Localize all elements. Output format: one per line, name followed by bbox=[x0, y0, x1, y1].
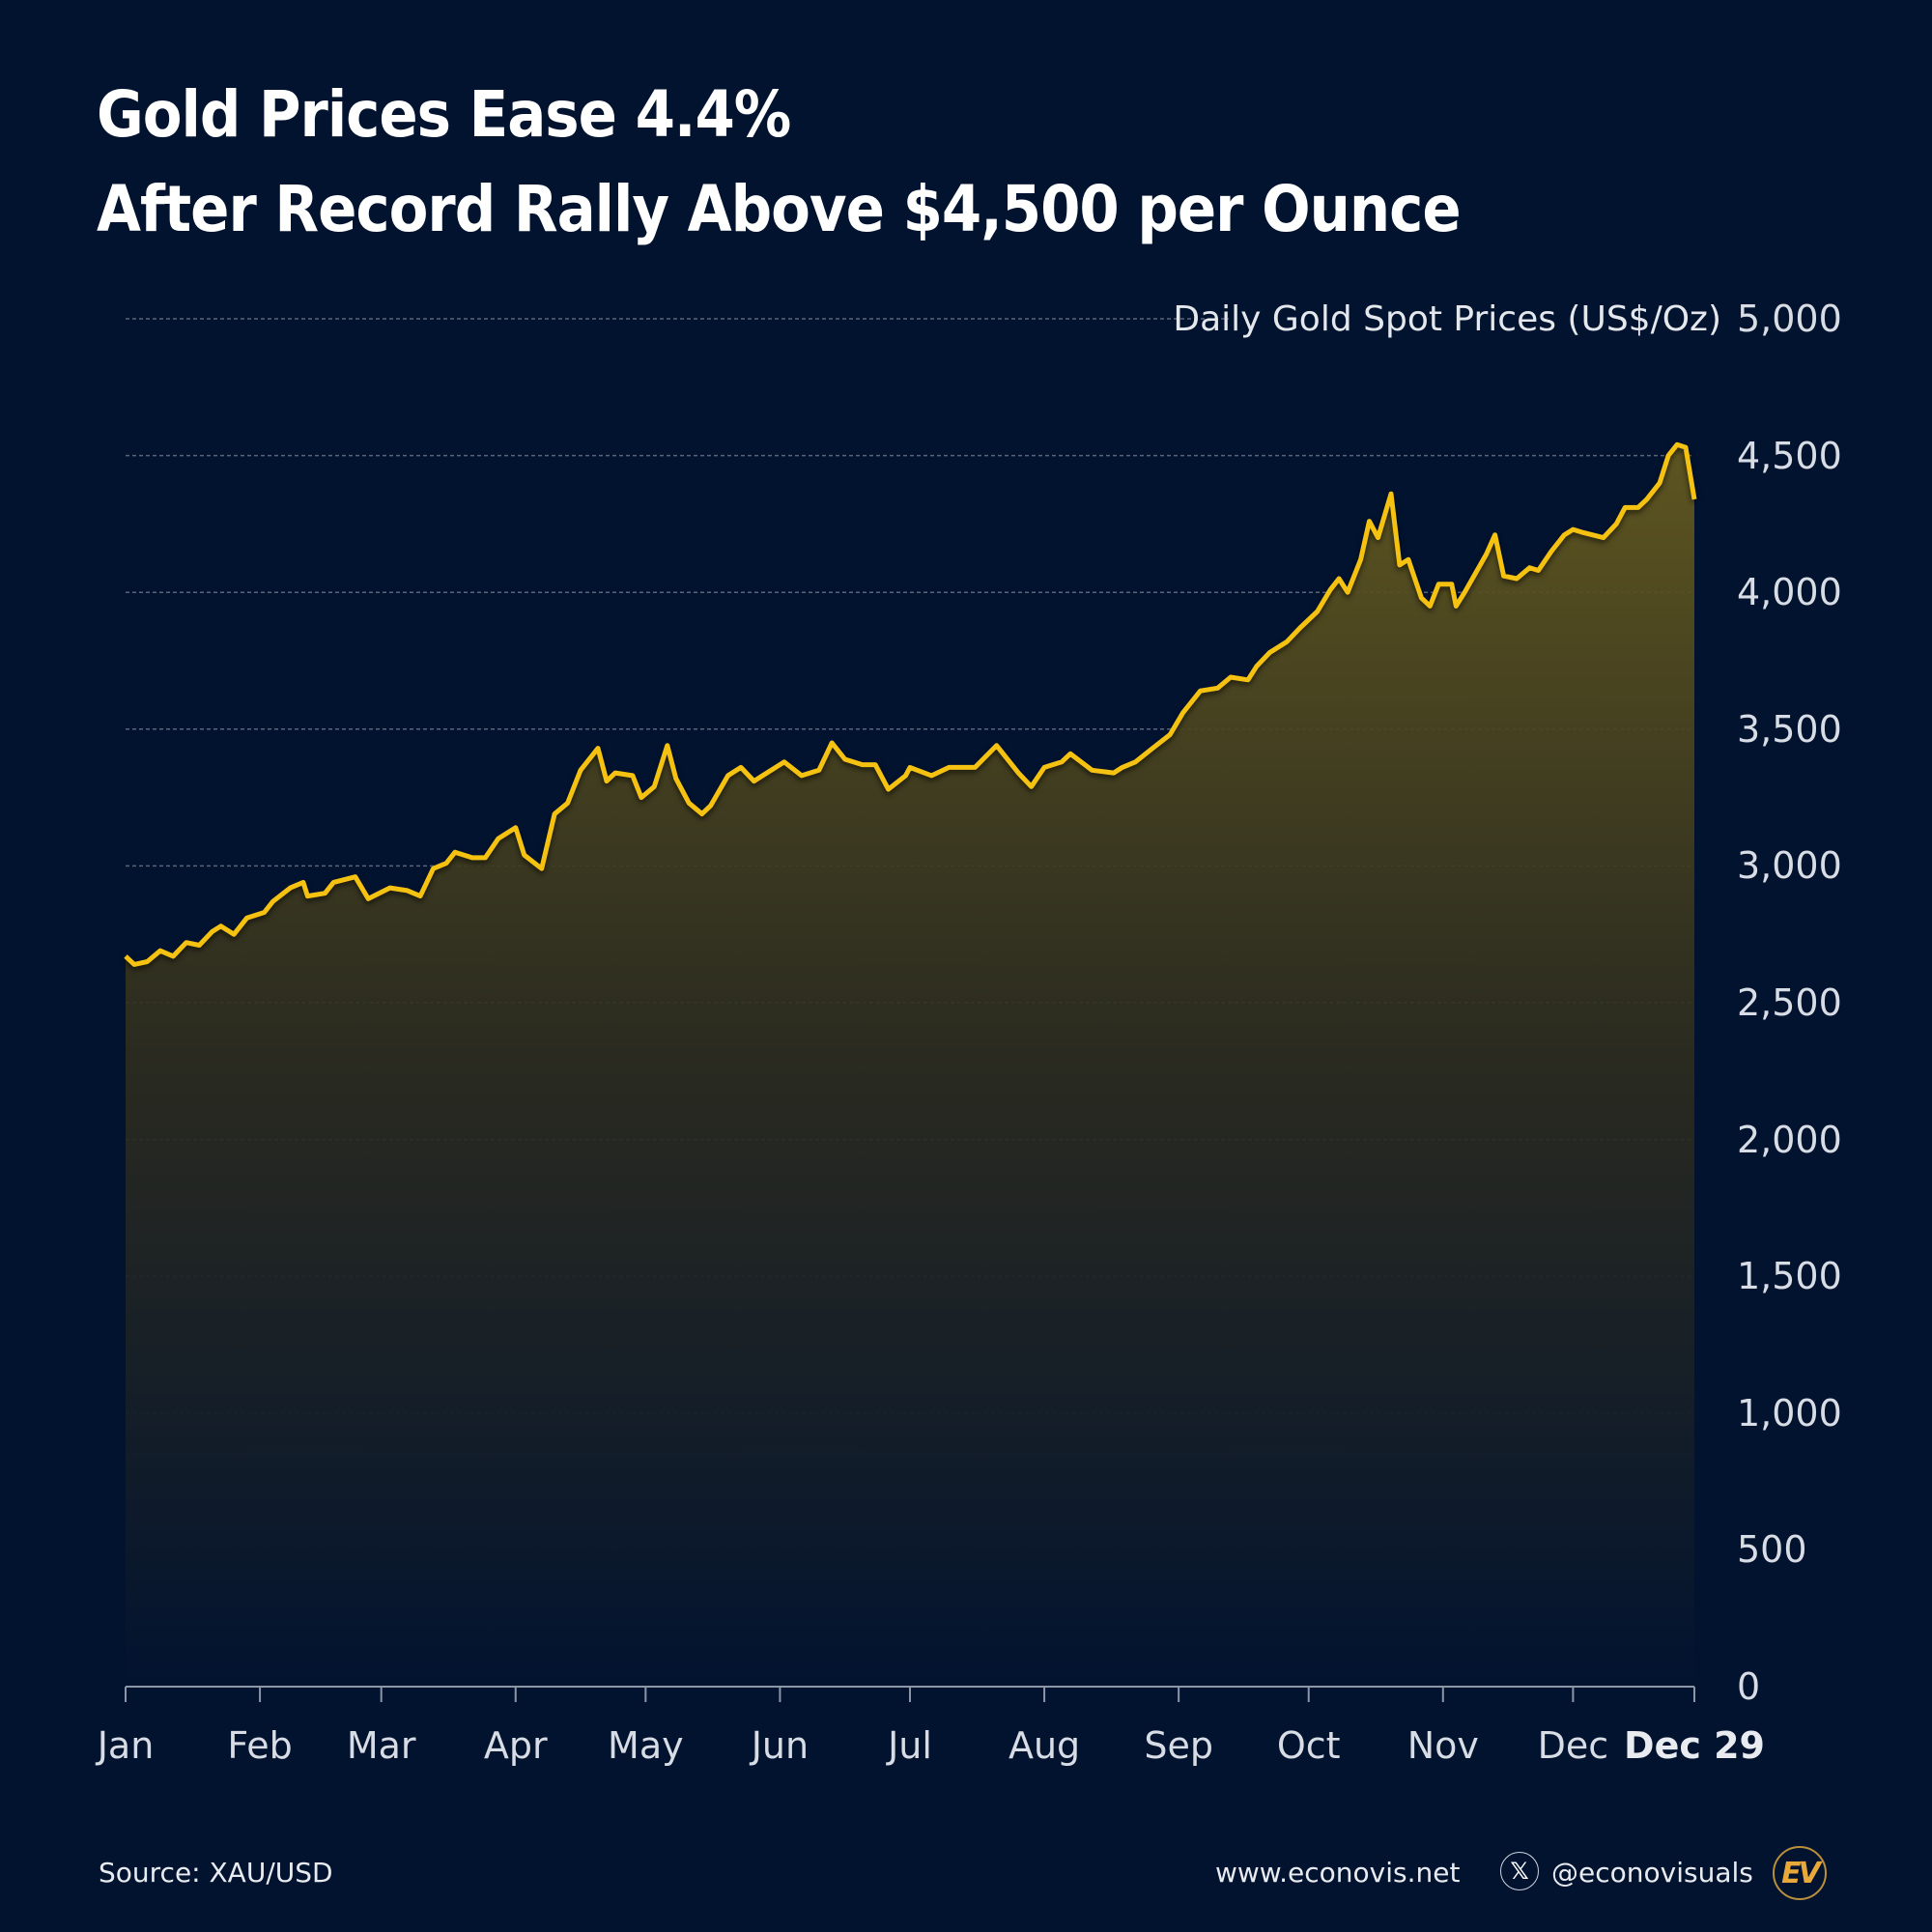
x-tick-label: Jan bbox=[97, 1724, 155, 1767]
y-tick-label: 2,000 bbox=[1737, 1118, 1842, 1161]
econovis-logo: EV bbox=[1773, 1846, 1827, 1900]
website-link[interactable]: www.econovis.net bbox=[1215, 1857, 1461, 1889]
y-tick-label: 4,000 bbox=[1737, 571, 1842, 614]
x-axis bbox=[125, 1686, 1695, 1702]
x-logo-icon: 𝕏 bbox=[1500, 1852, 1539, 1890]
y-axis-title: Daily Gold Spot Prices (US$/Oz) bbox=[1173, 299, 1721, 339]
x-tick-label: Jul bbox=[888, 1724, 932, 1767]
y-tick-label: 1,500 bbox=[1737, 1255, 1842, 1298]
x-tick-label: Mar bbox=[346, 1724, 416, 1767]
y-tick-label: 3,500 bbox=[1737, 707, 1842, 751]
social-handle[interactable]: @econovisuals bbox=[1551, 1857, 1753, 1889]
source-note: Source: XAU/USD bbox=[99, 1857, 333, 1889]
x-tick-label: Apr bbox=[483, 1724, 548, 1767]
y-tick-label: 5,000 bbox=[1737, 298, 1842, 340]
y-tick-label: 3,000 bbox=[1737, 844, 1842, 888]
y-tick-label: 1,000 bbox=[1737, 1391, 1842, 1435]
x-tick-label: Sep bbox=[1144, 1724, 1213, 1767]
x-tick-label: Aug bbox=[1008, 1724, 1081, 1767]
chart-title-line-2: After Record Rally Above $4,500 per Ounc… bbox=[97, 172, 1462, 246]
price-line bbox=[124, 441, 1697, 967]
price-area-fill bbox=[126, 444, 1694, 1687]
x-tick-label: Jun bbox=[751, 1724, 810, 1767]
y-tick-label: 500 bbox=[1737, 1528, 1807, 1572]
y-tick-label: 2,500 bbox=[1737, 981, 1842, 1024]
y-tick-label: 4,500 bbox=[1737, 434, 1842, 477]
x-tick-label: Oct bbox=[1276, 1724, 1341, 1767]
x-tick-label: Feb bbox=[227, 1724, 293, 1767]
y-tick-label: 0 bbox=[1737, 1665, 1761, 1708]
x-tick-label: Nov bbox=[1406, 1724, 1479, 1767]
chart-title-line-1: Gold Prices Ease 4.4% bbox=[97, 77, 791, 152]
x-tick-label: Dec 29 bbox=[1624, 1724, 1765, 1767]
x-tick-label: Dec bbox=[1537, 1724, 1609, 1767]
x-tick-label: May bbox=[608, 1724, 684, 1767]
